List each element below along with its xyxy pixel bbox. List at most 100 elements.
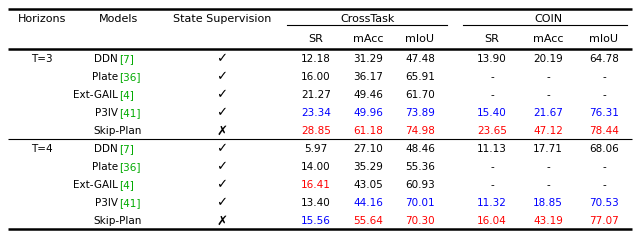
Text: 70.30: 70.30 bbox=[405, 215, 435, 225]
Text: Skip-Plan: Skip-Plan bbox=[94, 125, 142, 136]
Text: 18.85: 18.85 bbox=[533, 197, 563, 207]
Text: 78.44: 78.44 bbox=[589, 125, 619, 136]
Text: 21.67: 21.67 bbox=[533, 108, 563, 117]
Text: 43.05: 43.05 bbox=[353, 179, 383, 189]
Text: 73.89: 73.89 bbox=[405, 108, 435, 117]
Text: T=3: T=3 bbox=[31, 54, 53, 64]
Text: -: - bbox=[602, 72, 606, 82]
Text: [7]: [7] bbox=[119, 54, 134, 64]
Text: Ext-GAIL: Ext-GAIL bbox=[73, 90, 118, 100]
Text: 23.34: 23.34 bbox=[301, 108, 331, 117]
Text: Skip-Plan: Skip-Plan bbox=[94, 215, 142, 225]
Text: 14.00: 14.00 bbox=[301, 161, 331, 171]
Text: 48.46: 48.46 bbox=[405, 143, 435, 153]
Text: 65.91: 65.91 bbox=[405, 72, 435, 82]
Text: 31.29: 31.29 bbox=[353, 54, 383, 64]
Text: -: - bbox=[490, 179, 494, 189]
Text: ✓: ✓ bbox=[216, 196, 228, 209]
Text: 76.31: 76.31 bbox=[589, 108, 619, 117]
Text: 11.13: 11.13 bbox=[477, 143, 507, 153]
Text: Plate: Plate bbox=[92, 72, 118, 82]
Text: 60.93: 60.93 bbox=[405, 179, 435, 189]
Text: 23.65: 23.65 bbox=[477, 125, 507, 136]
Text: ✗: ✗ bbox=[216, 214, 228, 227]
Text: 16.04: 16.04 bbox=[477, 215, 507, 225]
Text: 36.17: 36.17 bbox=[353, 72, 383, 82]
Text: -: - bbox=[490, 72, 494, 82]
Text: Horizons: Horizons bbox=[18, 14, 66, 24]
Text: 27.10: 27.10 bbox=[353, 143, 383, 153]
Text: 15.56: 15.56 bbox=[301, 215, 331, 225]
Text: -: - bbox=[602, 179, 606, 189]
Text: T=4: T=4 bbox=[31, 143, 53, 153]
Text: 47.48: 47.48 bbox=[405, 54, 435, 64]
Text: [36]: [36] bbox=[119, 161, 141, 171]
Text: 49.46: 49.46 bbox=[353, 90, 383, 100]
Text: -: - bbox=[546, 161, 550, 171]
Text: -: - bbox=[602, 161, 606, 171]
Text: -: - bbox=[546, 179, 550, 189]
Text: ✓: ✓ bbox=[216, 160, 228, 173]
Text: P3IV: P3IV bbox=[95, 108, 118, 117]
Text: SR: SR bbox=[484, 34, 499, 44]
Text: [36]: [36] bbox=[119, 72, 141, 82]
Text: State Supervision: State Supervision bbox=[173, 14, 271, 24]
Text: ✓: ✓ bbox=[216, 88, 228, 101]
Text: 5.97: 5.97 bbox=[305, 143, 328, 153]
Text: 74.98: 74.98 bbox=[405, 125, 435, 136]
Text: 43.19: 43.19 bbox=[533, 215, 563, 225]
Text: [7]: [7] bbox=[119, 143, 134, 153]
Text: -: - bbox=[546, 90, 550, 100]
Text: 77.07: 77.07 bbox=[589, 215, 619, 225]
Text: [4]: [4] bbox=[119, 179, 134, 189]
Text: DDN: DDN bbox=[94, 54, 118, 64]
Text: Ext-GAIL: Ext-GAIL bbox=[73, 179, 118, 189]
Text: ✓: ✓ bbox=[216, 52, 228, 65]
Text: mIoU: mIoU bbox=[589, 34, 618, 44]
Text: 16.41: 16.41 bbox=[301, 179, 331, 189]
Text: 70.53: 70.53 bbox=[589, 197, 619, 207]
Text: -: - bbox=[490, 90, 494, 100]
Text: Models: Models bbox=[99, 14, 138, 24]
Text: 61.18: 61.18 bbox=[353, 125, 383, 136]
Text: 68.06: 68.06 bbox=[589, 143, 619, 153]
Text: mAcc: mAcc bbox=[532, 34, 563, 44]
Text: 35.29: 35.29 bbox=[353, 161, 383, 171]
Text: COIN: COIN bbox=[534, 14, 562, 24]
Text: 16.00: 16.00 bbox=[301, 72, 331, 82]
Text: -: - bbox=[546, 72, 550, 82]
Text: ✗: ✗ bbox=[216, 124, 228, 137]
Text: P3IV: P3IV bbox=[95, 197, 118, 207]
Text: [41]: [41] bbox=[119, 197, 141, 207]
Text: 11.32: 11.32 bbox=[477, 197, 507, 207]
Text: 47.12: 47.12 bbox=[533, 125, 563, 136]
Text: [41]: [41] bbox=[119, 108, 141, 117]
Text: 15.40: 15.40 bbox=[477, 108, 507, 117]
Text: SR: SR bbox=[308, 34, 323, 44]
Text: 55.64: 55.64 bbox=[353, 215, 383, 225]
Text: 21.27: 21.27 bbox=[301, 90, 331, 100]
Text: Plate: Plate bbox=[92, 161, 118, 171]
Text: 55.36: 55.36 bbox=[405, 161, 435, 171]
Text: ✓: ✓ bbox=[216, 70, 228, 83]
Text: 12.18: 12.18 bbox=[301, 54, 331, 64]
Text: [4]: [4] bbox=[119, 90, 134, 100]
Text: -: - bbox=[602, 90, 606, 100]
Text: 64.78: 64.78 bbox=[589, 54, 619, 64]
Text: 44.16: 44.16 bbox=[353, 197, 383, 207]
Text: 28.85: 28.85 bbox=[301, 125, 331, 136]
Text: CrossTask: CrossTask bbox=[341, 14, 395, 24]
Text: ✓: ✓ bbox=[216, 142, 228, 155]
Text: ✓: ✓ bbox=[216, 106, 228, 119]
Text: mAcc: mAcc bbox=[353, 34, 383, 44]
Text: ✓: ✓ bbox=[216, 178, 228, 191]
Text: 61.70: 61.70 bbox=[405, 90, 435, 100]
Text: 20.19: 20.19 bbox=[533, 54, 563, 64]
Text: 13.40: 13.40 bbox=[301, 197, 331, 207]
Text: 70.01: 70.01 bbox=[405, 197, 435, 207]
Text: 13.90: 13.90 bbox=[477, 54, 507, 64]
Text: 49.96: 49.96 bbox=[353, 108, 383, 117]
Text: mIoU: mIoU bbox=[406, 34, 435, 44]
Text: 17.71: 17.71 bbox=[533, 143, 563, 153]
Text: -: - bbox=[490, 161, 494, 171]
